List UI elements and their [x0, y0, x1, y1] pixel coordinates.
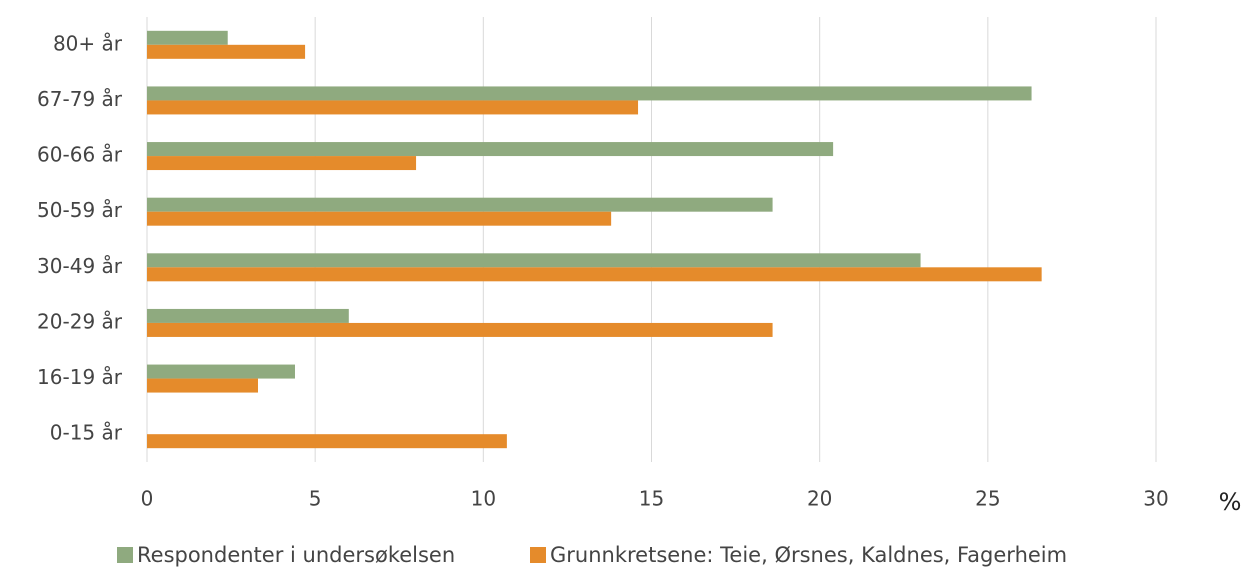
y-tick-label: 30-49 år	[37, 254, 123, 278]
y-tick-label: 16-19 år	[37, 365, 123, 389]
bar	[147, 322, 773, 337]
bar	[147, 44, 306, 59]
bar	[147, 86, 1032, 101]
bar	[147, 197, 773, 212]
legend-swatch	[530, 547, 546, 563]
x-tick-label: 0	[141, 487, 154, 511]
bar	[147, 30, 228, 45]
bar	[147, 142, 834, 157]
x-axis-label: %	[1219, 488, 1242, 516]
bar	[147, 308, 349, 323]
legend-label: Respondenter i undersøkelsen	[137, 543, 455, 567]
x-tick-label: 20	[807, 487, 832, 511]
y-tick-label: 0-15 år	[50, 421, 123, 445]
bar	[147, 364, 295, 379]
x-tick-label: 30	[1143, 487, 1168, 511]
bar	[147, 434, 507, 449]
x-tick-label: 10	[471, 487, 496, 511]
y-tick-label: 20-29 år	[37, 309, 123, 333]
bar	[147, 253, 921, 268]
y-tick-label: 67-79 år	[37, 87, 123, 111]
x-tick-label: 15	[639, 487, 664, 511]
bar	[147, 211, 612, 226]
x-tick-label: 5	[309, 487, 322, 511]
bar	[147, 156, 417, 171]
legend-swatch	[117, 547, 133, 563]
y-tick-label: 60-66 år	[37, 143, 123, 167]
bar	[147, 378, 258, 393]
x-tick-label: 25	[975, 487, 1000, 511]
bar	[147, 100, 639, 115]
legend-label: Grunnkretsene: Teie, Ørsnes, Kaldnes, Fa…	[550, 543, 1067, 567]
y-tick-label: 50-59 år	[37, 198, 123, 222]
y-tick-label: 80+ år	[53, 31, 123, 55]
bar	[147, 267, 1042, 282]
